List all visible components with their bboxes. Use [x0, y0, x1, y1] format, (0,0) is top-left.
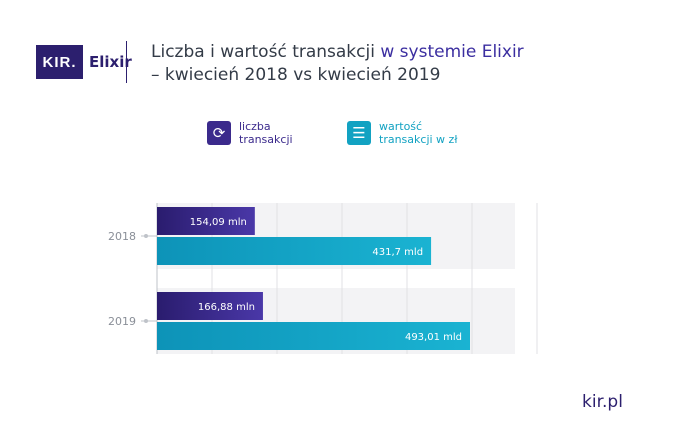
- bar-2019-series-0: [157, 292, 263, 320]
- chart-title: Liczba i wartość transakcji w systemie E…: [151, 41, 524, 87]
- refresh-arrows-icon: ⟳: [207, 121, 231, 145]
- legend-label-count: liczba transakcji: [239, 120, 293, 146]
- data-label-2019-series-0: 166,88 mln: [198, 302, 255, 313]
- footer-link[interactable]: kir.pl: [582, 392, 623, 412]
- data-label-2018-series-0: 154,09 mln: [190, 217, 247, 228]
- coin-stack-icon: ☰: [347, 121, 371, 145]
- kir-logo: KIR.: [36, 45, 83, 79]
- legend-item-value: ☰ wartość transakcji w zł: [347, 120, 479, 146]
- legend-label-value: wartość transakcji w zł: [379, 120, 458, 146]
- category-tick-dot: [144, 319, 148, 323]
- title-plain: Liczba i wartość transakcji: [151, 42, 381, 62]
- category-tick-dot: [144, 234, 148, 238]
- bar-2018-series-0: [157, 207, 255, 235]
- legend-item-count: ⟳ liczba transakcji: [207, 120, 309, 146]
- data-label-2018-series-1: 431,7 mld: [372, 247, 423, 258]
- data-label-2019-series-1: 493,01 mld: [405, 332, 462, 343]
- category-label-2018: 2018: [108, 230, 136, 243]
- title-line-1: Liczba i wartość transakcji w systemie E…: [151, 41, 524, 64]
- bar-2018-series-1: [157, 237, 432, 265]
- title-highlight: w systemie Elixir: [380, 42, 524, 62]
- title-line-2: – kwiecień 2018 vs kwiecień 2019: [151, 65, 441, 85]
- elixir-logo-text: Elixir: [89, 53, 132, 71]
- category-label-2019: 2019: [108, 315, 136, 328]
- bar-2019-series-1: [157, 322, 470, 350]
- logo-divider: [126, 41, 127, 83]
